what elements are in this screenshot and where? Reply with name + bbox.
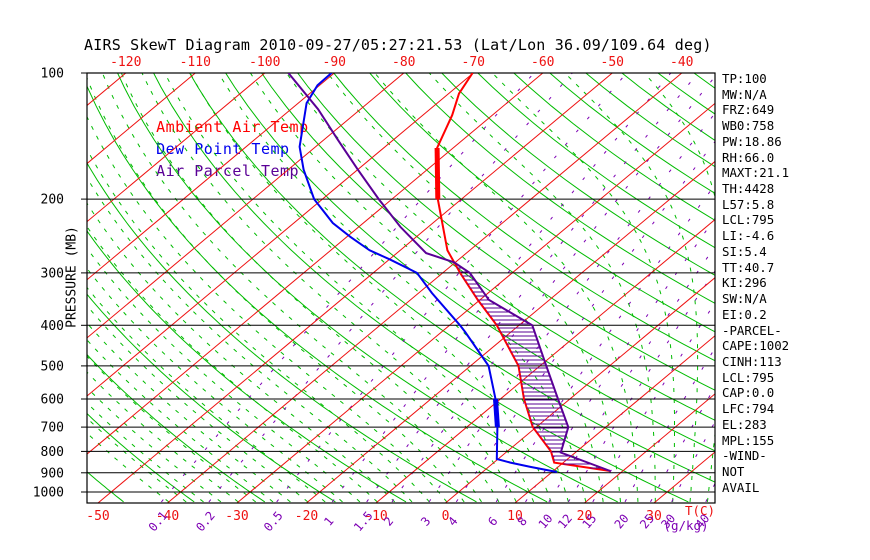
- svg-text:-70: -70: [462, 55, 485, 70]
- cape-hatch: [455, 263, 603, 469]
- stat-item: NOT: [722, 463, 745, 479]
- stat-item: -PARCEL-: [722, 322, 782, 338]
- legend-dewpoint-label: Dew Point Temp: [156, 140, 290, 158]
- background-grid: [87, 73, 715, 503]
- svg-text:4: 4: [445, 514, 460, 529]
- stat-item: MW:N/A: [722, 86, 767, 102]
- stat-item: KI:296: [722, 275, 767, 291]
- stat-item: CAP:0.0: [722, 385, 775, 401]
- pressure-tick-labels: 100 200 300 400 500 600 700 800 900 1000: [33, 67, 64, 501]
- svg-text:1000: 1000: [33, 486, 64, 501]
- stat-item: RH:66.0: [722, 149, 775, 165]
- stat-item: SI:5.4: [722, 243, 767, 259]
- stat-item: LCL:795: [722, 212, 775, 228]
- stat-item: SW:N/A: [722, 291, 767, 307]
- chart-title: AIRS SkewT Diagram 2010-09-27/05:27:21.5…: [84, 36, 712, 54]
- stat-item: EI:0.2: [722, 306, 767, 322]
- svg-text:-30: -30: [225, 509, 248, 524]
- svg-text:500: 500: [41, 359, 64, 374]
- svg-text:700: 700: [41, 421, 64, 436]
- stat-item: L57:5.8: [722, 196, 775, 212]
- svg-text:100: 100: [41, 67, 64, 82]
- svg-text:-10: -10: [364, 509, 387, 524]
- svg-text:1: 1: [321, 514, 336, 529]
- stat-item: CAPE:1002: [722, 338, 790, 354]
- svg-text:-100: -100: [249, 55, 280, 70]
- svg-text:800: 800: [41, 445, 64, 460]
- stat-item: TT:40.7: [722, 259, 775, 275]
- svg-text:-50: -50: [601, 55, 624, 70]
- svg-text:200: 200: [41, 193, 64, 208]
- stat-item: LFC:794: [722, 401, 775, 417]
- svg-text:900: 900: [41, 466, 64, 481]
- svg-text:600: 600: [41, 393, 64, 408]
- stat-item: AVAIL: [722, 479, 760, 495]
- stat-item: WB0:758: [722, 118, 775, 134]
- svg-text:-50: -50: [86, 509, 109, 524]
- svg-text:-110: -110: [180, 55, 211, 70]
- stat-item: CINH:113: [722, 353, 782, 369]
- stat-item: MPL:155: [722, 432, 775, 448]
- legend-parcel-label: Air Parcel Temp: [156, 162, 300, 180]
- legend-dewpoint: Dew Point Temp: [118, 122, 290, 176]
- stat-item: LCL:795: [722, 369, 775, 385]
- temp-axis-bottom-labels: -50 -40 -30 -20 -10 0 10 20 30 T(C): [86, 503, 715, 524]
- stat-item: TP:100: [722, 71, 767, 86]
- svg-text:-20: -20: [295, 509, 318, 524]
- svg-text:30: 30: [646, 509, 662, 524]
- legend-parcel: Air Parcel Temp: [118, 144, 299, 198]
- svg-text:300: 300: [41, 266, 64, 281]
- svg-text:12: 12: [555, 511, 575, 531]
- svg-text:(g/kg): (g/kg): [663, 518, 708, 533]
- svg-text:20: 20: [612, 511, 632, 531]
- temp-axis-top-labels: -120 -110 -100 -90 -80 -70 -60 -50 -40: [110, 55, 693, 70]
- svg-text:6: 6: [485, 514, 500, 529]
- dry-adiabat-grid: [87, 73, 715, 503]
- svg-text:0.5: 0.5: [261, 509, 286, 535]
- svg-text:400: 400: [41, 319, 64, 334]
- isotherm-grid: [87, 73, 715, 503]
- svg-text:-40: -40: [156, 509, 179, 524]
- svg-text:-60: -60: [531, 55, 554, 70]
- stat-item: TH:4428: [722, 181, 775, 197]
- svg-text:-40: -40: [670, 55, 693, 70]
- svg-text:-90: -90: [323, 55, 346, 70]
- svg-text:3: 3: [418, 514, 433, 529]
- svg-text:2: 2: [381, 514, 396, 529]
- stats-panel: TP:100 MW:N/A FRZ:649 WB0:758 PW:18.86 RH:66.…: [722, 71, 868, 495]
- svg-text:20: 20: [577, 509, 593, 524]
- stat-item: -WIND-: [722, 448, 767, 464]
- stat-item: LI:-4.6: [722, 228, 775, 244]
- stat-item: EL:283: [722, 416, 767, 432]
- stat-item: PW:18.86: [722, 133, 782, 149]
- svg-text:10: 10: [507, 509, 523, 524]
- svg-text:0: 0: [442, 509, 450, 524]
- dew-point-curve: [298, 73, 558, 473]
- pressure-gridlines: [81, 72, 716, 504]
- stat-item: MAXT:21.1: [722, 165, 790, 181]
- svg-text:0.2: 0.2: [193, 509, 218, 535]
- svg-text:10: 10: [536, 511, 556, 531]
- svg-text:T(C): T(C): [685, 503, 715, 518]
- svg-text:-120: -120: [110, 55, 141, 70]
- svg-text:-80: -80: [392, 55, 415, 70]
- stat-item: FRZ:649: [722, 102, 775, 118]
- ambient-temp-curve: [434, 73, 611, 472]
